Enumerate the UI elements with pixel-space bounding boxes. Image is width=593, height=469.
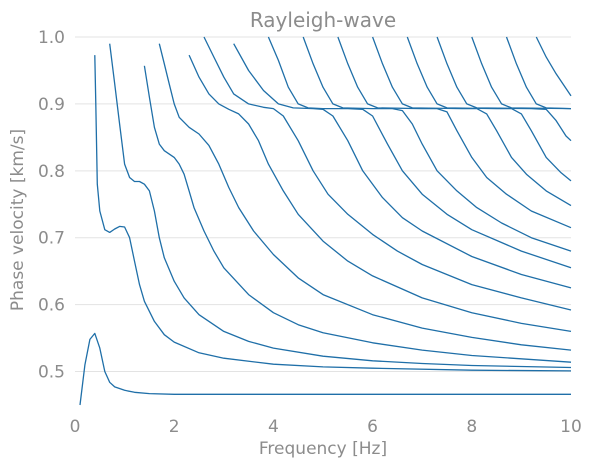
dispersion-curve-mode-3 xyxy=(143,65,572,363)
dispersion-curve-mode-5 xyxy=(188,54,572,333)
dispersion-curve-mode-2 xyxy=(109,43,572,369)
y-tick-label: 0.9 xyxy=(38,95,65,115)
y-tick-label: 0.8 xyxy=(38,162,65,182)
y-axis-label: Phase velocity [km/s] xyxy=(8,129,28,311)
dispersion-curve-mode-14 xyxy=(471,36,572,110)
y-axis-ticks: 0.5 0.6 0.7 0.8 0.9 1.0 xyxy=(38,28,65,383)
dispersion-curve-mode-1 xyxy=(94,55,572,372)
dispersion-curve-mode-8 xyxy=(267,36,572,269)
x-tick-label: 10 xyxy=(560,417,582,437)
dispersion-curve-mode-6 xyxy=(203,36,572,311)
dispersion-curve-mode-7 xyxy=(233,43,572,289)
x-tick-label: 0 xyxy=(70,417,81,437)
gridlines xyxy=(75,36,571,373)
x-tick-label: 4 xyxy=(268,417,279,437)
dispersion-curve-mode-11 xyxy=(371,36,572,207)
dispersion-curve-mode-0 xyxy=(79,332,571,406)
dispersion-curve-mode-13 xyxy=(436,36,572,142)
x-tick-label: 8 xyxy=(466,417,477,437)
dispersion-curve-mode-16 xyxy=(535,36,572,97)
dispersion-curves xyxy=(79,36,572,406)
dispersion-curve-mode-15 xyxy=(505,36,572,110)
x-tick-label: 6 xyxy=(367,417,378,437)
y-tick-label: 0.7 xyxy=(38,229,65,249)
y-tick-label: 0.5 xyxy=(38,363,65,383)
y-tick-label: 1.0 xyxy=(38,28,65,48)
x-tick-label: 2 xyxy=(169,417,180,437)
x-axis-label: Frequency [Hz] xyxy=(259,439,387,459)
dispersion-curve-mode-10 xyxy=(337,36,572,229)
dispersion-curve-mode-9 xyxy=(302,36,572,252)
y-tick-label: 0.6 xyxy=(38,296,65,316)
chart-title: Rayleigh-wave xyxy=(250,8,396,32)
dispersion-curve-mode-4 xyxy=(158,43,572,351)
x-axis-ticks: 0 2 4 6 8 10 xyxy=(70,417,582,437)
